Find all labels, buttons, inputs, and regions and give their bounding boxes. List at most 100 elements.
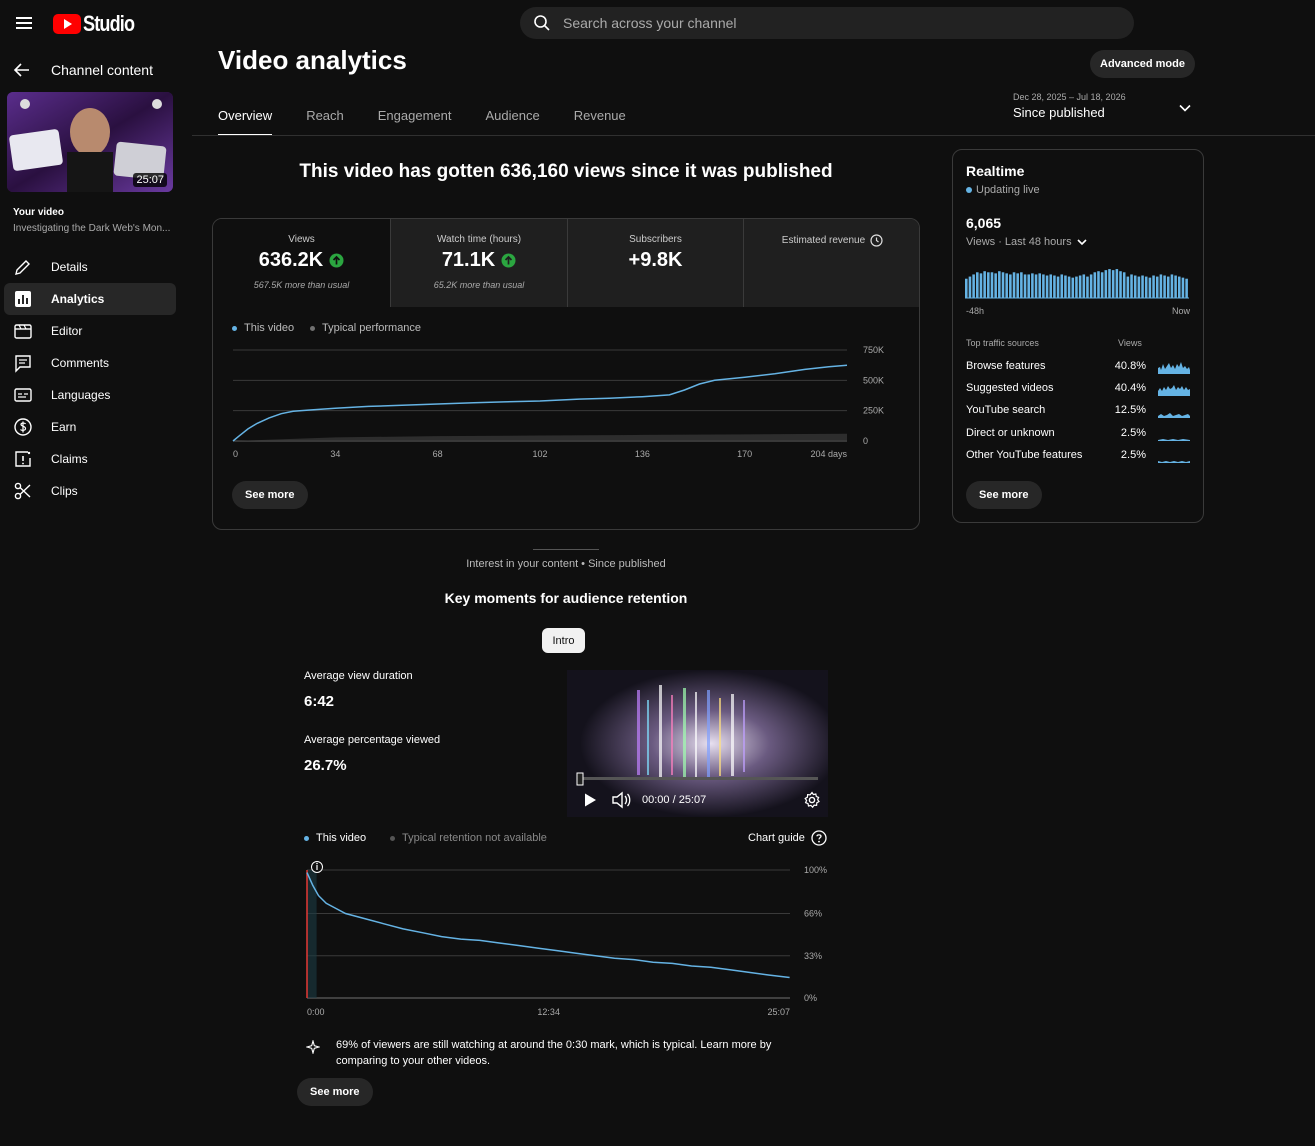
y-tick-label: 66% [804,909,822,919]
back-arrow-icon [13,63,29,77]
x-tick-label: 0 [233,449,238,459]
legend-label: This video [316,832,367,844]
page-title: Video analytics [218,45,407,75]
intro-chip[interactable]: Intro [542,628,585,653]
settings-gear-icon[interactable] [803,791,821,809]
realtime-bar [1163,275,1166,298]
retention-chart[interactable]: 0% 33% 66% 100% 0:00 12:34 25:07 [300,855,840,1020]
studio-logo[interactable]: Studio [53,11,145,37]
tab-audience[interactable]: Audience [485,108,540,123]
realtime-bar [1104,270,1108,298]
realtime-bar-chart[interactable] [965,268,1191,300]
metric-value: 71.1K [441,249,496,271]
x-tick-label: 102 [532,449,547,459]
clock-icon [870,234,883,247]
traffic-source-name: Other YouTube features [966,449,1083,461]
realtime-bar [965,278,968,298]
back-to-channel-content[interactable]: Channel content [12,60,153,80]
metric-views[interactable]: Views 636.2K 567.5K more than usual [213,219,390,307]
tab-overview[interactable]: Overview [218,108,273,136]
realtime-bar [1086,276,1089,298]
realtime-bar [1042,274,1045,298]
this-video-line [232,364,848,442]
retention-legend-typical: Typical retention not available [390,832,547,844]
menu-icon[interactable] [14,13,34,33]
sidebar-item-details[interactable]: Details [4,251,176,283]
realtime-bar [1144,276,1148,298]
chevron-down-icon[interactable] [1178,101,1192,115]
play-icon[interactable] [582,792,598,808]
realtime-bar [1034,274,1038,298]
legend-dot [310,325,315,331]
advanced-mode-button[interactable]: Advanced mode [1090,50,1195,78]
realtime-see-more-button[interactable]: See more [966,481,1042,509]
metric-estimated-revenue[interactable]: Estimated revenue [743,219,919,307]
sidebar-item-clips[interactable]: Clips [4,475,176,507]
chart-guide-button[interactable]: Chart guide [748,830,827,846]
realtime-bar [1148,277,1152,298]
x-tick-label: 34 [330,449,340,459]
date-range-label[interactable]: Since published [1013,105,1105,120]
live-status: Updating live [966,184,1040,196]
sidebar-item-claims[interactable]: Claims [4,443,176,475]
avg-percentage-label: Average percentage viewed [304,734,441,746]
video-player[interactable]: 00:00 / 25:07 [567,670,828,817]
realtime-bar [1126,276,1130,298]
sidebar-item-languages[interactable]: Languages [4,379,176,411]
metric-subscribers[interactable]: Subscribers +9.8K [567,219,743,307]
editor-icon [14,324,32,339]
traffic-sparkline [1158,362,1190,374]
realtime-bar [1064,275,1067,298]
comments-icon [15,355,31,373]
realtime-bar [1108,269,1111,298]
see-more-button[interactable]: See more [232,481,308,509]
realtime-bar [1075,276,1078,298]
realtime-bar [976,272,979,298]
realtime-bar [1045,275,1049,298]
realtime-bar [1174,275,1177,298]
metric-value: +9.8K [628,249,683,271]
search-bar[interactable]: Search across your channel [520,7,1134,39]
sidebar: Channel content 25:07 Your video Investi… [0,46,192,1146]
views-chart[interactable]: 0 250K 500K 750K 0 34 68 102 136 170 204 days [213,341,920,491]
realtime-bar [1137,276,1141,298]
traffic-sources-header: Top traffic sources [966,338,1039,348]
tab-reach[interactable]: Reach [306,108,344,123]
traffic-sparkline [1158,439,1190,441]
volume-icon[interactable] [611,791,631,809]
x-tick-label: 25:07 [767,1007,790,1017]
realtime-bar [1023,274,1027,298]
retention-see-more-button[interactable]: See more [297,1078,373,1106]
thumbnail-duration: 25:07 [133,173,167,187]
sidebar-item-label: Languages [51,388,111,402]
tab-engagement[interactable]: Engagement [377,108,452,123]
player-time: 00:00 / 25:07 [642,794,707,806]
sidebar-item-editor[interactable]: Editor [4,315,176,347]
sidebar-item-label: Details [51,260,88,274]
date-range[interactable]: Dec 28, 2025 – Jul 18, 2026 [1013,92,1126,102]
realtime-bar [994,273,997,298]
section-divider [533,549,599,550]
metric-sub: 65.2K more than usual [433,280,525,290]
realtime-bar [1119,271,1122,298]
realtime-bar [1038,273,1042,298]
legend-label: This video [244,322,295,334]
realtime-bar [1067,276,1071,298]
search-input[interactable]: Search across your channel [563,15,737,31]
realtime-bar [1005,273,1008,298]
live-dot [966,187,972,193]
retention-legend-this-video: This video [304,832,366,844]
sidebar-item-comments[interactable]: Comments [4,347,176,379]
realtime-bar [1141,275,1144,298]
tab-revenue[interactable]: Revenue [573,108,626,123]
sidebar-item-analytics[interactable]: Analytics [4,283,176,315]
y-tick-label: 750K [863,345,884,355]
youtube-logo-icon [53,14,81,34]
sidebar-item-earn[interactable]: Earn [4,411,176,443]
metric-watch-time[interactable]: Watch time (hours) 71.1K 65.2K more than… [390,219,567,307]
realtime-bar [1049,274,1053,298]
realtime-views-dropdown[interactable]: Views · Last 48 hours [966,236,1088,248]
video-thumbnail[interactable]: 25:07 [7,92,173,192]
metric-label: Views [288,234,315,245]
realtime-bar [1071,277,1075,298]
